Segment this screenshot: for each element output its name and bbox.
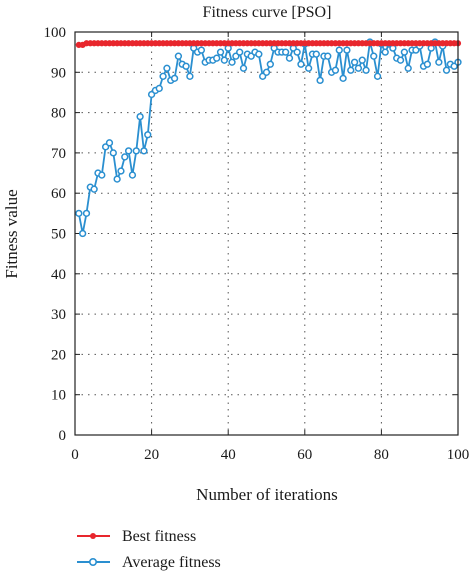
average-fitness-point — [404, 64, 412, 72]
average-fitness-point — [140, 147, 148, 155]
average-fitness-point — [293, 48, 301, 56]
average-fitness-point — [98, 171, 106, 179]
average-fitness-point — [163, 64, 171, 72]
average-fitness-point — [216, 48, 225, 56]
average-fitness-point — [136, 112, 144, 121]
legend-best-fitness-marker — [90, 533, 96, 539]
average-fitness-point — [220, 56, 229, 64]
y-tick-label: 50 — [51, 227, 66, 243]
average-fitness-point — [117, 167, 125, 175]
legend-average-fitness-label: Average fitness — [122, 554, 221, 571]
y-tick-label: 40 — [51, 267, 66, 283]
average-fitness-point — [236, 48, 244, 56]
average-fitness-point — [105, 139, 114, 147]
average-fitness-point — [255, 50, 263, 58]
average-fitness-point — [442, 66, 451, 74]
plot-area: 0 10 20 30 40 50 60 70 80 90 100 0 20 40 60 80 100 — [44, 25, 470, 463]
y-axis-title: Fitness value — [2, 189, 21, 278]
average-fitness-point — [182, 62, 190, 70]
average-fitness-point — [358, 56, 366, 64]
average-fitness-point — [396, 56, 405, 64]
average-fitness-point — [155, 84, 163, 93]
x-tick-label: 100 — [447, 447, 470, 463]
x-axis-title: Number of iterations — [196, 485, 338, 504]
average-fitness-point — [373, 72, 382, 80]
average-fitness-point — [75, 209, 83, 218]
average-fitness-point — [304, 64, 313, 72]
average-fitness-point — [170, 74, 179, 82]
average-fitness-point — [124, 147, 133, 155]
average-fitness-point — [239, 64, 248, 72]
average-fitness-point — [159, 72, 167, 80]
y-tick-label: 30 — [51, 307, 66, 323]
average-fitness-point — [82, 209, 91, 218]
x-tick-label: 0 — [71, 447, 79, 463]
average-fitness-line — [77, 41, 459, 235]
average-fitness-point — [109, 149, 117, 157]
average-fitness-point — [90, 185, 98, 193]
average-fitness-point — [350, 58, 359, 66]
average-fitness-point — [213, 54, 221, 62]
average-fitness-point — [282, 48, 290, 56]
average-fitness-point — [297, 60, 305, 68]
average-fitness-point — [400, 48, 409, 56]
average-fitness-point — [335, 46, 343, 54]
x-tick-label: 80 — [374, 447, 389, 463]
y-tick-label: 80 — [51, 106, 66, 122]
average-fitness-point — [174, 52, 183, 60]
x-tick-label: 40 — [221, 447, 236, 463]
average-fitness-point — [435, 58, 443, 66]
average-fitness-point — [132, 147, 140, 155]
chart-title: Fitness curve [PSO] — [203, 4, 332, 21]
average-fitness-point — [128, 171, 137, 179]
average-fitness-point — [339, 74, 347, 82]
legend-best-fitness-label: Best fitness — [122, 528, 196, 545]
legend-average-fitness-marker — [89, 557, 98, 566]
average-fitness-point — [144, 131, 152, 139]
x-tick-label: 20 — [144, 447, 159, 463]
average-fitness-point — [228, 58, 236, 66]
average-fitness-point — [324, 52, 332, 60]
y-tick-label: 10 — [51, 388, 66, 404]
x-tick-label: 60 — [297, 447, 312, 463]
y-tick-label: 20 — [51, 347, 66, 363]
average-fitness-point — [343, 46, 351, 54]
average-fitness-point — [423, 60, 432, 68]
y-tick-label: 70 — [51, 146, 66, 162]
average-fitness-point — [347, 66, 355, 74]
average-fitness-point — [285, 54, 294, 62]
y-tick-label: 100 — [44, 25, 67, 41]
average-fitness-point — [316, 76, 324, 85]
average-fitness-point — [312, 50, 320, 58]
average-fitness-point — [331, 66, 340, 74]
average-fitness-point — [79, 229, 87, 238]
average-fitness-point — [354, 64, 363, 72]
average-fitness-point — [381, 48, 389, 56]
average-fitness-point — [370, 52, 378, 60]
y-tick-label: 60 — [51, 186, 66, 202]
average-fitness-point — [262, 68, 271, 76]
average-fitness-point — [362, 66, 370, 74]
average-fitness-point — [121, 153, 129, 161]
average-fitness-point — [186, 72, 194, 80]
average-fitness-point — [113, 175, 121, 183]
average-fitness-point — [197, 46, 206, 54]
y-tick-label: 90 — [51, 65, 66, 81]
average-fitness-point — [266, 60, 274, 68]
legend: Best fitness Average fitness — [77, 528, 221, 571]
plot-frame — [74, 31, 459, 436]
y-tick-label: 0 — [59, 428, 67, 444]
